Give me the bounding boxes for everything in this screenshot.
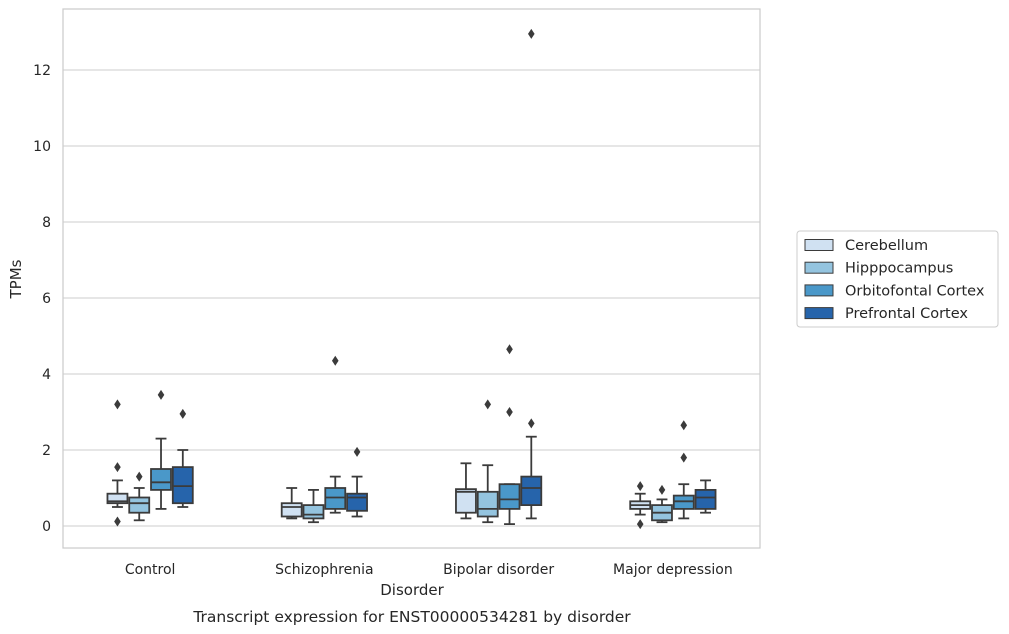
box-iqr <box>498 483 521 510</box>
box-iqr <box>694 488 717 510</box>
x-tick-label: Bipolar disorder <box>443 562 554 578</box>
box-iqr <box>672 494 695 510</box>
outlier-point <box>658 484 666 495</box>
chart-caption: Transcript expression for ENST0000053428… <box>192 608 631 626</box>
legend-label: Orbitofontal Cortex <box>845 283 985 299</box>
box-orbitofontal-cortex <box>672 420 695 520</box>
y-tick-label: 10 <box>33 139 51 155</box>
outlier-point <box>114 462 121 473</box>
outlier-point <box>331 355 339 366</box>
outlier-point <box>636 481 644 492</box>
y-axis-label: TPMs <box>7 259 25 299</box>
y-tick-label: 12 <box>33 63 51 79</box>
x-tick-labels: Control Schizophrenia Bipolar disorder Majo… <box>125 562 733 578</box>
legend-label: Hipppocampus <box>845 261 953 277</box>
legend-frame <box>796 230 999 328</box>
outlier-point <box>680 452 688 463</box>
outlier-point <box>484 399 492 410</box>
y-tick-labels: 0 2 4 6 8 10 12 <box>33 63 51 535</box>
box-orbitofontal-cortex <box>150 389 172 510</box>
box-prefrontal-cortex <box>694 479 717 514</box>
legend-swatch <box>804 261 834 274</box>
box-hipppocampus <box>651 484 673 524</box>
outlier-point <box>527 28 535 39</box>
x-tick-label: Major depression <box>613 562 733 578</box>
gridlines <box>63 69 760 527</box>
y-tick-label: 8 <box>42 215 51 231</box>
x-tick-label: Schizophrenia <box>275 562 373 578</box>
box-prefrontal-cortex <box>520 28 543 520</box>
box-hipppocampus <box>476 399 499 524</box>
x-tick-label: Control <box>125 562 176 578</box>
box-iqr <box>106 492 129 505</box>
legend-swatch <box>804 284 834 297</box>
box-prefrontal-cortex <box>171 408 194 508</box>
y-tick-label: 2 <box>42 443 51 459</box>
box-iqr <box>128 496 151 514</box>
plot-frame <box>62 8 761 549</box>
outlier-point <box>114 399 121 410</box>
outlier-point <box>527 418 535 429</box>
box-iqr <box>324 487 347 510</box>
box-prefrontal-cortex <box>346 446 368 518</box>
outlier-point <box>114 516 121 527</box>
y-tick-label: 6 <box>42 291 51 307</box>
y-tick-label: 0 <box>42 519 51 535</box>
outlier-point <box>636 519 644 530</box>
box-iqr <box>171 466 194 505</box>
outlier-point <box>179 408 187 419</box>
box-cerebellum <box>629 481 652 530</box>
box-iqr <box>476 490 499 518</box>
legend-label: Cerebellum <box>845 238 928 254</box>
box-iqr <box>455 488 477 514</box>
box-cerebellum <box>106 399 129 527</box>
box-orbitofontal-cortex <box>498 344 521 525</box>
box-iqr <box>346 492 368 512</box>
box-hipppocampus <box>302 488 325 524</box>
outlier-point <box>353 446 361 457</box>
outlier-point <box>680 420 688 431</box>
outlier-point <box>506 344 513 355</box>
outlier-point <box>157 389 165 400</box>
box-iqr <box>150 468 172 491</box>
legend-label: Prefrontal Cortex <box>845 306 968 322</box>
boxes <box>106 28 717 530</box>
outlier-point <box>135 471 143 482</box>
outlier-point <box>506 407 513 417</box>
legend-swatch <box>804 239 834 251</box>
x-axis-label: Disorder <box>380 581 444 599</box>
box-iqr <box>302 504 325 520</box>
box-cerebellum <box>455 462 477 520</box>
box-iqr <box>520 475 543 507</box>
box-orbitofontal-cortex <box>324 355 347 514</box>
box-cerebellum <box>280 487 303 520</box>
box-hipppocampus <box>128 471 151 522</box>
y-tick-label: 4 <box>42 367 51 383</box>
legend-swatch <box>804 307 834 320</box>
legend: Cerebellum Hipppocampus Orbitofontal Corte… <box>796 230 999 328</box>
box-iqr <box>280 502 303 518</box>
